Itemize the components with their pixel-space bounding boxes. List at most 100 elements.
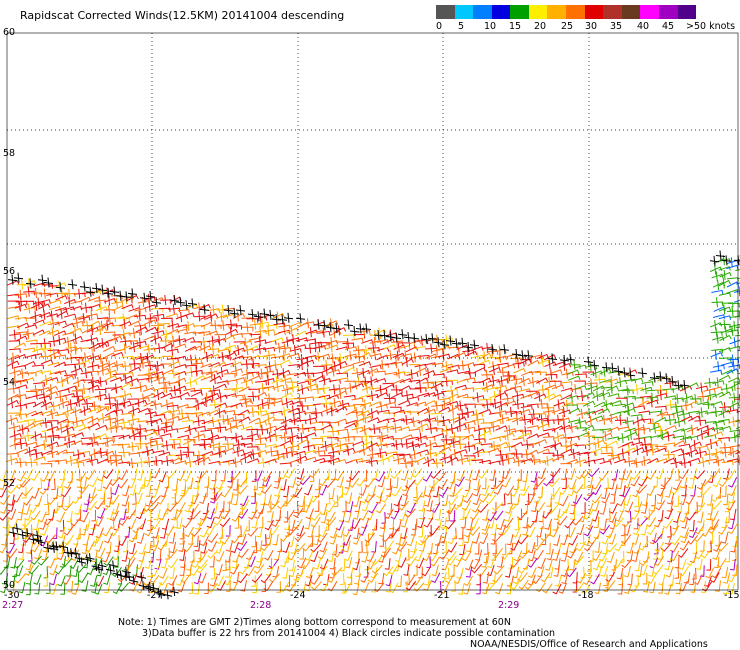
wind-barb bbox=[686, 556, 698, 567]
wind-barb bbox=[617, 388, 630, 393]
wind-barb bbox=[481, 519, 490, 532]
wind-barb bbox=[414, 442, 428, 448]
wind-barb bbox=[589, 361, 592, 372]
wind-barb bbox=[496, 518, 505, 531]
wind-barb bbox=[34, 548, 43, 560]
wind-barb bbox=[398, 385, 412, 392]
wind-barb bbox=[17, 508, 24, 521]
wind-barb bbox=[179, 532, 184, 545]
wind-barb bbox=[302, 396, 315, 401]
wind-barb bbox=[188, 425, 191, 436]
wind-barb bbox=[128, 573, 138, 585]
wind-barb bbox=[216, 369, 229, 375]
wind-barb bbox=[371, 540, 377, 553]
wind-barb bbox=[309, 381, 312, 392]
wind-barb bbox=[616, 477, 624, 490]
wind-barb bbox=[78, 315, 91, 321]
wind-barb bbox=[458, 527, 464, 540]
wind-barb bbox=[322, 327, 325, 338]
wind-barb bbox=[660, 542, 672, 552]
wind-barb bbox=[605, 442, 608, 453]
wind-barb bbox=[239, 564, 250, 575]
wind-barb bbox=[342, 582, 352, 594]
wind-barb bbox=[721, 460, 734, 466]
wind-barb bbox=[7, 484, 19, 495]
wind-barb bbox=[54, 370, 67, 375]
wind-barb bbox=[284, 416, 287, 427]
wind-barb bbox=[358, 524, 368, 536]
wind-barb bbox=[669, 378, 672, 389]
wind-barb bbox=[193, 315, 206, 321]
wind-barb bbox=[502, 456, 516, 462]
wind-barb bbox=[481, 556, 488, 568]
wind-barb bbox=[234, 457, 237, 468]
wind-barb bbox=[534, 477, 546, 487]
wind-barb bbox=[541, 533, 547, 545]
wind-barb bbox=[718, 477, 730, 487]
wind-barb bbox=[623, 408, 636, 414]
wind-barb bbox=[508, 370, 511, 381]
wind-barb bbox=[580, 408, 583, 419]
wind-barb bbox=[299, 453, 302, 464]
wind-barb bbox=[311, 511, 322, 521]
wind-barb bbox=[600, 446, 613, 452]
wind-barb bbox=[561, 572, 568, 584]
wind-barb bbox=[78, 288, 81, 299]
wind-barb bbox=[454, 416, 467, 423]
wind-barb bbox=[33, 574, 42, 586]
wind-barb bbox=[214, 445, 227, 451]
contaminated-barb bbox=[439, 339, 450, 350]
wind-barb bbox=[38, 395, 51, 401]
wind-barb bbox=[91, 382, 94, 393]
wind-barb bbox=[690, 447, 693, 458]
wind-barb bbox=[422, 458, 436, 465]
wind-barb bbox=[654, 447, 667, 453]
wind-barb bbox=[131, 441, 134, 452]
wind-barb bbox=[320, 511, 328, 524]
wind-barb bbox=[276, 581, 282, 593]
wind-barb bbox=[73, 423, 86, 429]
wind-barb bbox=[64, 313, 77, 319]
wind-barb bbox=[343, 405, 356, 410]
wind-barb bbox=[284, 374, 287, 386]
wind-barb bbox=[421, 565, 432, 577]
wind-barb bbox=[182, 470, 192, 482]
contaminated-barb bbox=[51, 541, 62, 551]
wind-barb bbox=[485, 369, 488, 380]
wind-barb bbox=[22, 503, 31, 516]
wind-barb bbox=[297, 380, 310, 386]
wind-barb bbox=[199, 345, 212, 351]
wind-barb bbox=[622, 402, 635, 408]
wind-barb bbox=[717, 279, 720, 291]
wind-barb bbox=[249, 375, 262, 381]
wind-barb bbox=[510, 378, 523, 383]
wind-barb bbox=[145, 440, 158, 445]
wind-barb bbox=[380, 439, 383, 450]
wind-barb bbox=[355, 565, 361, 577]
wind-barb bbox=[632, 524, 642, 536]
wind-barb bbox=[342, 526, 353, 537]
wind-barb bbox=[232, 377, 246, 382]
wind-barb bbox=[255, 380, 267, 386]
wind-barb bbox=[461, 500, 472, 511]
wind-barb bbox=[547, 406, 550, 417]
wind-barb bbox=[211, 391, 214, 402]
wind-barb bbox=[198, 411, 211, 417]
wind-barb bbox=[254, 449, 268, 455]
wind-barb bbox=[86, 320, 89, 331]
wind-barb bbox=[274, 471, 281, 483]
wind-barb bbox=[712, 380, 725, 385]
wind-barb bbox=[724, 500, 730, 513]
wind-barb bbox=[712, 458, 726, 464]
wind-barb bbox=[464, 350, 478, 357]
wind-barb bbox=[5, 417, 19, 423]
wind-barb bbox=[566, 526, 576, 538]
wind-barb bbox=[616, 567, 624, 580]
wind-barb bbox=[224, 351, 238, 359]
wind-barb bbox=[132, 523, 144, 534]
wind-barb bbox=[507, 575, 514, 587]
wind-barb bbox=[655, 445, 667, 451]
wind-barb bbox=[533, 540, 544, 551]
wind-barb bbox=[576, 469, 587, 480]
wind-barb bbox=[470, 558, 481, 570]
